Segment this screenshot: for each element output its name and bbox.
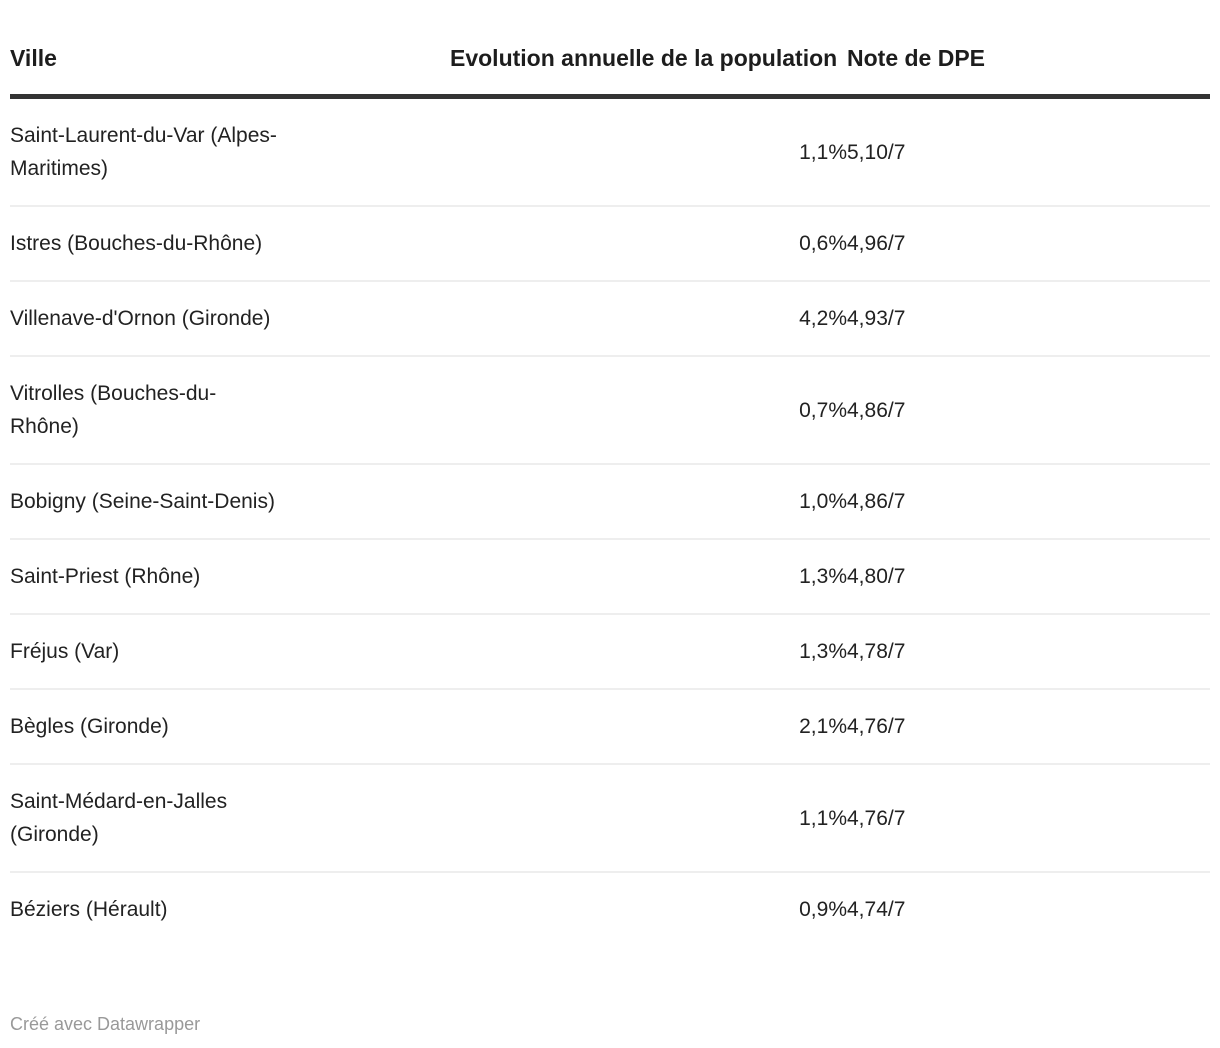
cell-evolution: 1,0% bbox=[450, 464, 847, 540]
table-row: Saint-Priest (Rhône) 1,3% 4,80/7 bbox=[10, 539, 1210, 615]
table-row: Béziers (Hérault) 0,9% 4,74/7 bbox=[10, 872, 1210, 946]
cell-note-dpe: 4,78/7 bbox=[847, 614, 1210, 690]
cell-note-dpe: 4,96/7 bbox=[847, 206, 1210, 282]
column-header-ville: Ville bbox=[10, 40, 450, 99]
cell-evolution: 1,1% bbox=[450, 96, 847, 207]
datawrapper-credit-link[interactable]: Créé avec Datawrapper bbox=[10, 1014, 201, 1034]
cell-evolution: 0,9% bbox=[799, 898, 847, 921]
cell-evolution: 0,6% bbox=[450, 206, 847, 282]
cell-note-dpe: 4,93/7 bbox=[847, 281, 1210, 357]
table-row: Bègles (Gironde) 2,1% 4,76/7 bbox=[10, 689, 1210, 765]
cell-note-dpe: 4,76/7 bbox=[847, 689, 1210, 765]
column-header-note-dpe: Note de DPE bbox=[847, 40, 1210, 99]
cell-ville: Bègles (Gironde) bbox=[10, 689, 450, 765]
cell-evolution: 1,3% bbox=[450, 614, 847, 690]
table-row: Saint-Médard-en-Jalles (Gironde) 1,1% 4,… bbox=[10, 764, 1210, 873]
table-header: Ville Evolution annuelle de la populatio… bbox=[10, 40, 1210, 99]
cell-ville: Saint-Médard-en-Jalles (Gironde) bbox=[10, 764, 450, 873]
cell-ville: Saint-Priest (Rhône) bbox=[10, 539, 450, 615]
cell-ville: Istres (Bouches-du-Rhône) bbox=[10, 206, 450, 282]
table-row: Villenave-d'Ornon (Gironde) 4,2% 4,93/7 bbox=[10, 281, 1210, 357]
cell-ville: Vitrolles (Bouches-du- Rhône) bbox=[10, 356, 450, 465]
data-table: Ville Evolution annuelle de la populatio… bbox=[10, 40, 1210, 946]
cell-note-dpe: 4,86/7 bbox=[847, 464, 1210, 540]
cell-evolution: 0,7% bbox=[450, 356, 847, 465]
cell-evolution: 4,2% bbox=[450, 281, 847, 357]
table-row: Istres (Bouches-du-Rhône) 0,6% 4,96/7 bbox=[10, 206, 1210, 282]
cell-ville: Saint-Laurent-du-Var (Alpes- Maritimes) bbox=[10, 96, 450, 207]
cell-note-dpe: 4,80/7 bbox=[847, 539, 1210, 615]
header-row: Ville Evolution annuelle de la populatio… bbox=[10, 40, 1210, 99]
cell-ville: Bobigny (Seine-Saint-Denis) bbox=[10, 464, 450, 540]
cell-ville: Béziers (Hérault) bbox=[10, 898, 168, 921]
cell-ville: Villenave-d'Ornon (Gironde) bbox=[10, 281, 450, 357]
table-container: Ville Evolution annuelle de la populatio… bbox=[10, 40, 1210, 946]
cell-note-dpe: 4,76/7 bbox=[847, 764, 1210, 873]
cell-ville: Fréjus (Var) bbox=[10, 614, 450, 690]
cell-note-dpe: 5,10/7 bbox=[847, 96, 1210, 207]
table-body: Saint-Laurent-du-Var (Alpes- Maritimes) … bbox=[10, 96, 1210, 947]
table-row: Saint-Laurent-du-Var (Alpes- Maritimes) … bbox=[10, 96, 1210, 207]
table-row: Vitrolles (Bouches-du- Rhône) 0,7% 4,86/… bbox=[10, 356, 1210, 465]
table-row: Fréjus (Var) 1,3% 4,78/7 bbox=[10, 614, 1210, 690]
cell-evolution: 1,1% bbox=[450, 764, 847, 873]
cell-evolution: 1,3% bbox=[450, 539, 847, 615]
cell-note-dpe: 4,86/7 bbox=[847, 356, 1210, 465]
cell-note-dpe: 4,74/7 bbox=[847, 898, 906, 921]
column-header-evolution: Evolution annuelle de la population bbox=[450, 40, 847, 99]
table-row: Bobigny (Seine-Saint-Denis) 1,0% 4,86/7 bbox=[10, 464, 1210, 540]
cell-evolution: 2,1% bbox=[450, 689, 847, 765]
